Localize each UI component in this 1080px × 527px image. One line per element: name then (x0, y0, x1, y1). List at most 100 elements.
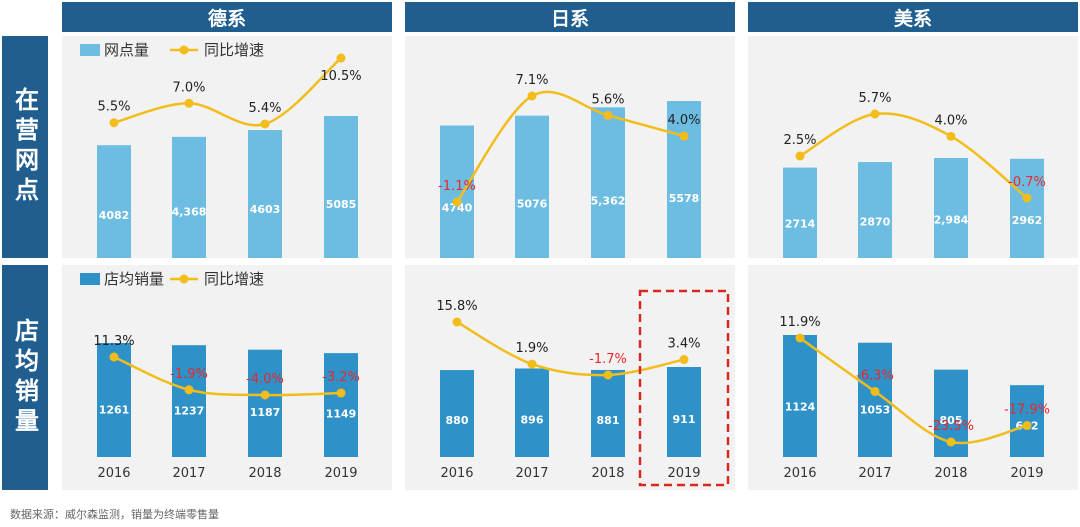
chart-american-outlets: 271428702,984296220162017201820192.5%5.7… (783, 91, 1046, 258)
bar-2017 (858, 162, 892, 258)
growth-line (456, 320, 685, 377)
chart-japanese-outlets: 474050765,36255782016201720182019-1.1%7.… (438, 73, 701, 258)
chart-panel-american-outlets: 271428702,984296220162017201820192.5%5.7… (748, 36, 1078, 258)
chart-american-sales: 11241053805662201620172018201911.9%-6.3%… (779, 315, 1050, 481)
legend-label-line: 同比增速 (204, 270, 264, 288)
chart-marks: 网点量同比增速40824,368460350852016201720182019… (80, 41, 362, 258)
growth-point-2019 (336, 388, 346, 398)
growth-label: 11.3% (93, 334, 134, 349)
legend-label-bar: 网点量 (104, 41, 149, 59)
growth-point-2018 (603, 370, 613, 380)
bar-value-label: 881 (597, 414, 620, 427)
bar-2019 (1010, 158, 1044, 258)
bar-value-label: 2,984 (934, 214, 969, 227)
x-tick-label: 2016 (97, 466, 130, 481)
growth-label: -1.1% (438, 179, 476, 194)
bar-value-label: 5,362 (591, 194, 626, 207)
bar-2018 (591, 369, 625, 457)
growth-point-2017 (527, 91, 537, 101)
growth-label: 3.4% (667, 337, 700, 352)
growth-point-2016 (452, 317, 462, 327)
x-tick-label: 2017 (858, 466, 891, 481)
bar-value-label: 1237 (174, 405, 205, 418)
chart-panel-german-sales: 店均销量 同比增速 1261 1237 1187 1149 2016 2017 2018 2019… (62, 265, 392, 490)
bar-2016 (783, 335, 817, 457)
bar-2019 (667, 101, 701, 258)
bar-value-label: 5578 (669, 192, 700, 205)
growth-label: -23.5% (928, 419, 974, 434)
bar-value-label: 5076 (517, 198, 548, 211)
bar-2018 (934, 158, 968, 258)
growth-label: 7.1% (515, 73, 548, 88)
bar-value-label: 1149 (326, 408, 357, 421)
growth-line (799, 336, 1028, 445)
x-tick-label: 2019 (324, 466, 357, 481)
bar-2016 (440, 370, 474, 457)
chart-marks: 271428702,984296220162017201820192.5%5.7… (783, 91, 1046, 258)
growth-label: -0.7% (1008, 175, 1046, 190)
bar-2016 (97, 145, 131, 258)
growth-point-2017 (527, 359, 537, 369)
bar-value-label: 5085 (326, 198, 357, 211)
legend-swatch-bar (80, 273, 100, 285)
bar-value-label: 1124 (785, 401, 816, 414)
bar-2019 (667, 367, 701, 457)
legend-swatch-bar (80, 44, 100, 56)
bar-value-label: 1187 (250, 406, 281, 419)
growth-label: 15.8% (436, 299, 477, 314)
growth-point-2017 (184, 98, 194, 108)
row-label-outlets: 在营网点 (2, 36, 48, 258)
bar-value-label: 1261 (99, 404, 130, 417)
column-header-american: 美系 (748, 2, 1078, 32)
bar-value-label: 4,368 (172, 206, 207, 219)
bar-value-label: 896 (521, 413, 544, 426)
growth-label: 5.5% (97, 100, 130, 115)
chart-panel-japanese-outlets: 474050765,36255782016201720182019-1.1%7.… (405, 36, 735, 258)
bar-value-label: 2714 (785, 217, 816, 230)
legend-label-bar: 店均销量 (104, 270, 164, 288)
chart-marks: 11241053805662201620172018201911.9%-6.3%… (779, 315, 1050, 481)
source-note: 数据来源：威尔森监测，销量为终端零售量 (10, 508, 219, 521)
bar-2016 (440, 125, 474, 258)
growth-point-2018 (946, 437, 956, 447)
chart-marks: 店均销量 同比增速 1261 1237 1187 1149 2016 2017 2018 2019… (80, 270, 360, 481)
growth-label: 11.9% (779, 315, 820, 330)
x-tick-label: 2018 (248, 466, 281, 481)
x-tick-label: 2017 (515, 466, 548, 481)
chart-panel-american-sales: 11241053805662201620172018201911.9%-6.3%… (748, 265, 1078, 490)
growth-point-2017 (870, 386, 880, 396)
x-tick-label: 2016 (440, 466, 473, 481)
bar-value-label: 4740 (442, 201, 473, 214)
growth-point-2018 (260, 390, 270, 400)
growth-label: -4.0% (246, 372, 284, 387)
growth-label: 5.4% (248, 101, 281, 116)
growth-point-2019 (1022, 193, 1032, 203)
growth-label: 2.5% (783, 133, 816, 148)
column-header-japanese: 日系 (405, 2, 735, 32)
growth-label: 7.0% (172, 80, 205, 95)
bar-value-label: 2870 (860, 215, 891, 228)
legend-label-line: 同比增速 (204, 41, 264, 59)
bar-2018 (248, 349, 282, 457)
growth-point-2019 (679, 355, 689, 365)
growth-label: -1.7% (589, 352, 627, 367)
highlight-box (638, 289, 730, 487)
growth-point-2018 (260, 119, 270, 129)
growth-point-2016 (109, 352, 119, 362)
chart-japanese-sales: 880 896 881 911 2016 2017 2018 2019 15.8% 1.9% -1.… (436, 289, 730, 487)
bar-2017 (172, 136, 206, 258)
bar-value-label: 2962 (1012, 214, 1043, 227)
x-tick-label: 2019 (1010, 466, 1043, 481)
bar-2019 (324, 116, 358, 258)
row-label-sales-per-store: 店均销量 (2, 265, 48, 490)
chart-german-outlets: 网点量同比增速40824,368460350852016201720182019… (80, 41, 362, 258)
bar-2017 (515, 368, 549, 457)
bar-2018 (591, 107, 625, 258)
growth-point-2019 (1022, 421, 1032, 431)
bar-2018 (248, 130, 282, 258)
growth-line (799, 112, 1028, 199)
chart-panel-german-outlets: 网点量同比增速40824,368460350852016201720182019… (62, 36, 392, 258)
bar-2017 (172, 345, 206, 457)
growth-line (455, 90, 685, 203)
bar-2017 (515, 115, 549, 258)
